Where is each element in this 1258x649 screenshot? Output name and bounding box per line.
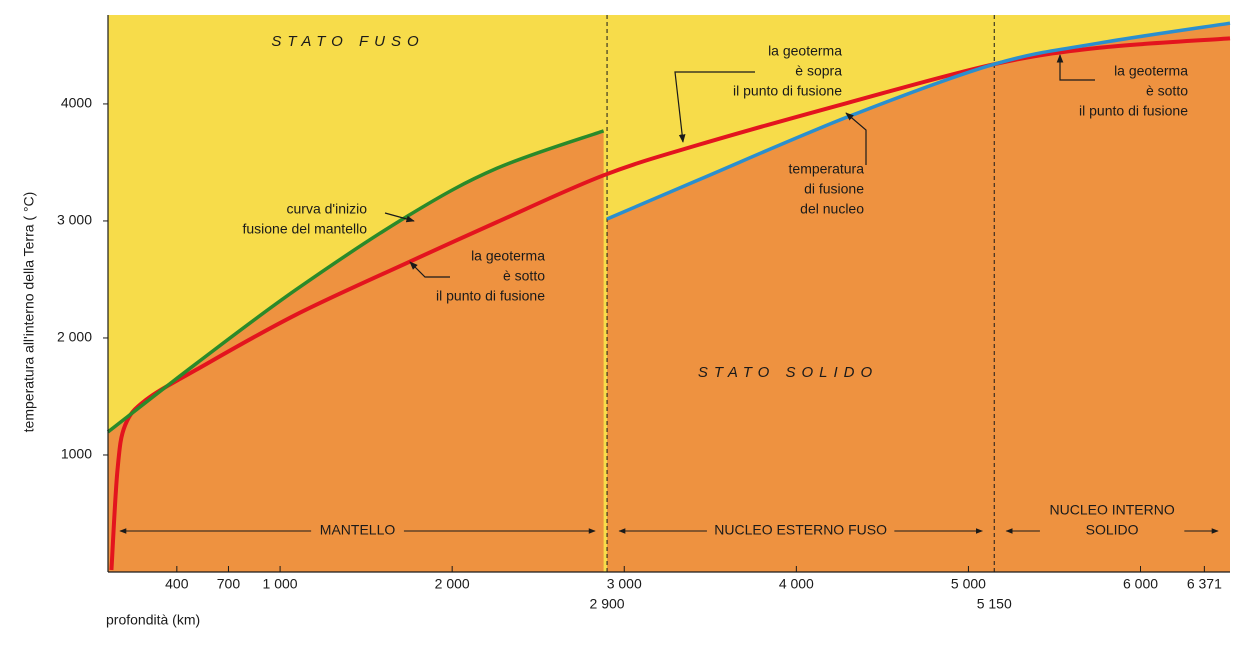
- annotation: la geoterma: [1114, 63, 1188, 79]
- zone-label: NUCLEO ESTERNO FUSO: [714, 522, 887, 538]
- x-axis-label: profondità (km): [106, 612, 200, 628]
- x-tick-label: 1 000: [263, 576, 298, 592]
- annotation: del nucleo: [800, 201, 864, 217]
- annotation: il punto di fusione: [1079, 103, 1188, 119]
- x-tick-label: 400: [165, 576, 189, 592]
- zone-label: SOLIDO: [1086, 522, 1139, 538]
- x-tick-label: 2 000: [435, 576, 470, 592]
- zone-label: NUCLEO INTERNO: [1050, 502, 1175, 518]
- annotation-arrow: [845, 112, 867, 165]
- annotation: temperatura: [789, 161, 865, 177]
- annotation: è sopra: [795, 63, 842, 79]
- annotation: la geoterma: [471, 248, 545, 264]
- solid-region: [607, 23, 1230, 573]
- zone-label: MANTELLO: [320, 522, 396, 538]
- y-tick-label: 3 000: [57, 212, 92, 228]
- curve: [606, 21, 1231, 221]
- annotation: è sotto: [1146, 83, 1188, 99]
- y-axis-label: temperatura all'interno della Terra ( °C…: [21, 192, 37, 433]
- boundary-label: 5 150: [977, 596, 1012, 612]
- x-tick-label: 5 000: [951, 576, 986, 592]
- annotation-arrow: [409, 261, 450, 278]
- boundary-label: 2 900: [590, 596, 625, 612]
- annotation: fusione del mantello: [242, 221, 367, 237]
- x-tick-label: 6 371: [1187, 576, 1222, 592]
- annotation: di fusione: [804, 181, 864, 197]
- curve: [106, 129, 605, 434]
- y-tick-label: 2 000: [57, 329, 92, 345]
- annotation-arrow: [1056, 54, 1095, 81]
- x-tick-label: 3 000: [607, 576, 642, 592]
- x-tick-label: 4 000: [779, 576, 814, 592]
- y-tick-label: 1000: [61, 446, 92, 462]
- annotation: il punto di fusione: [733, 83, 842, 99]
- y-tick-label: 4000: [61, 95, 92, 111]
- annotation: la geoterma: [768, 43, 842, 59]
- annotation-arrow: [384, 212, 415, 223]
- annotation: il punto di fusione: [436, 288, 545, 304]
- annotation: è sotto: [503, 268, 545, 284]
- x-tick-label: 700: [217, 576, 241, 592]
- state-label: STATO SOLIDO: [698, 364, 878, 381]
- state-label: STATO FUSO: [271, 33, 424, 50]
- solid-region: [108, 130, 604, 573]
- x-tick-label: 6 000: [1123, 576, 1158, 592]
- annotation: curva d'inizio: [287, 201, 368, 217]
- annotation-arrow: [674, 71, 755, 143]
